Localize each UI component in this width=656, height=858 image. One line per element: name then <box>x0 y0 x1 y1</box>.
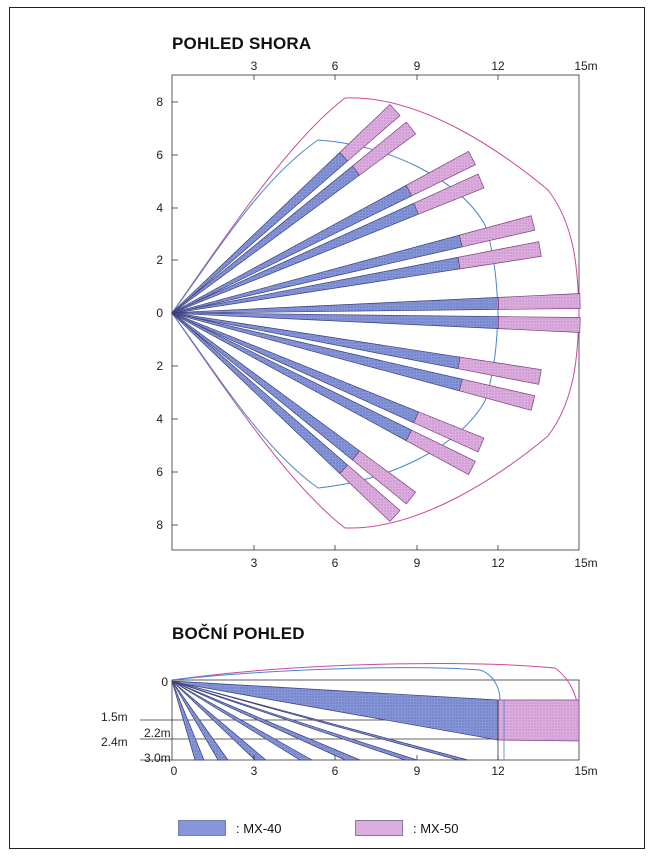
legend-mx40-label: : MX-40 <box>236 820 282 836</box>
top-axis-tick-15m: 15m <box>574 59 597 73</box>
mx40-coverage-outline <box>171 139 499 489</box>
legend-mx50: : MX-50 <box>355 819 459 837</box>
mx40-side-beam-7 <box>171 680 205 761</box>
top-axis-tick-6: 6 <box>332 59 339 73</box>
mx50-beam-extension-3 <box>457 241 542 270</box>
mx50-side-outline <box>171 663 580 716</box>
side-axis-tick-3: 3 <box>251 764 258 778</box>
legend-mx40: : MX-40 <box>178 819 282 837</box>
top-axis-tick-3: 3 <box>251 59 258 73</box>
mx50-coverage-outline <box>171 97 580 529</box>
top-view-top-ticks <box>253 75 499 550</box>
mx40-side-beam-1 <box>171 680 469 761</box>
side-axis-tick-12: 12 <box>491 764 505 778</box>
mx40-side-beam-6 <box>171 680 229 761</box>
mx40-side-beam-4 <box>171 680 314 761</box>
side-view-chart: 0 1.5m 2.2m 2.4m 3.0m 0 3 6 9 12 15m <box>101 663 598 778</box>
top-axis-tick-12: 12 <box>491 59 505 73</box>
mx50-beam-extension-6 <box>458 378 536 411</box>
side-view-ticks <box>253 755 499 760</box>
left-axis-tick-6-bottom: 6 <box>156 465 163 479</box>
mx50-beam-extension-13 <box>339 103 401 162</box>
side-zero-label: 0 <box>161 675 168 689</box>
mx50-beam-extension-8 <box>413 411 485 453</box>
side-axis-tick-6: 6 <box>332 764 339 778</box>
top-view-chart: 3 6 9 12 15m 3 6 9 12 15m 8 6 4 2 0 2 4 … <box>156 59 597 570</box>
mx40-side-beam-3 <box>171 680 361 761</box>
mx50-beam-extension-2 <box>497 316 581 333</box>
mx40-side-beam-5 <box>171 680 267 761</box>
height-label-1-5m: 1.5m <box>101 710 128 724</box>
bottom-axis-tick-15m: 15m <box>574 556 597 570</box>
mx50-beam-extension-4 <box>457 356 542 385</box>
bottom-axis-tick-3: 3 <box>251 556 258 570</box>
left-axis-tick-6-top: 6 <box>156 148 163 162</box>
legend-mx50-label: : MX-50 <box>413 820 459 836</box>
height-label-3-0m: 3.0m <box>144 751 171 765</box>
mx50-beam-extension-5 <box>458 215 536 248</box>
side-view-beams <box>171 680 580 761</box>
left-axis-tick-2-bottom: 2 <box>156 359 163 373</box>
mx50-beam-extension-9 <box>405 150 476 197</box>
mx50-beam-extension-10 <box>405 429 476 476</box>
top-axis-tick-9: 9 <box>414 59 421 73</box>
mx50-side-beam-main <box>497 699 580 742</box>
left-axis-tick-4-bottom: 4 <box>156 412 163 426</box>
side-view-title: BOČNÍ POHLED <box>172 624 305 643</box>
bottom-axis-tick-6: 6 <box>332 556 339 570</box>
side-axis-tick-9: 9 <box>414 764 421 778</box>
left-axis-tick-0: 0 <box>156 306 163 320</box>
height-label-2-4m: 2.4m <box>101 735 128 749</box>
mx40-side-outline <box>171 667 501 701</box>
mx40-swatch <box>178 820 226 836</box>
left-axis-tick-4-top: 4 <box>156 201 163 215</box>
side-axis-tick-0: 0 <box>171 764 178 778</box>
bottom-axis-tick-9: 9 <box>414 556 421 570</box>
mx50-beam-extension-14 <box>339 464 401 523</box>
side-axis-tick-15m: 15m <box>574 764 597 778</box>
mx50-beam-extension-11 <box>352 121 417 176</box>
mx50-beam-extension-12 <box>352 450 417 505</box>
left-axis-tick-8-top: 8 <box>156 95 163 109</box>
mx50-swatch <box>355 820 403 836</box>
mx40-side-beam-2 <box>171 680 418 761</box>
mx50-beam-extension-7 <box>413 173 485 215</box>
left-axis-tick-2-top: 2 <box>156 253 163 267</box>
mx50-beam-extension-1 <box>497 293 581 310</box>
top-view-title: POHLED SHORA <box>172 34 312 53</box>
top-view-beams <box>171 103 581 523</box>
height-label-2-2m: 2.2m <box>144 726 171 740</box>
left-axis-tick-8-bottom: 8 <box>156 518 163 532</box>
bottom-axis-tick-12: 12 <box>491 556 505 570</box>
